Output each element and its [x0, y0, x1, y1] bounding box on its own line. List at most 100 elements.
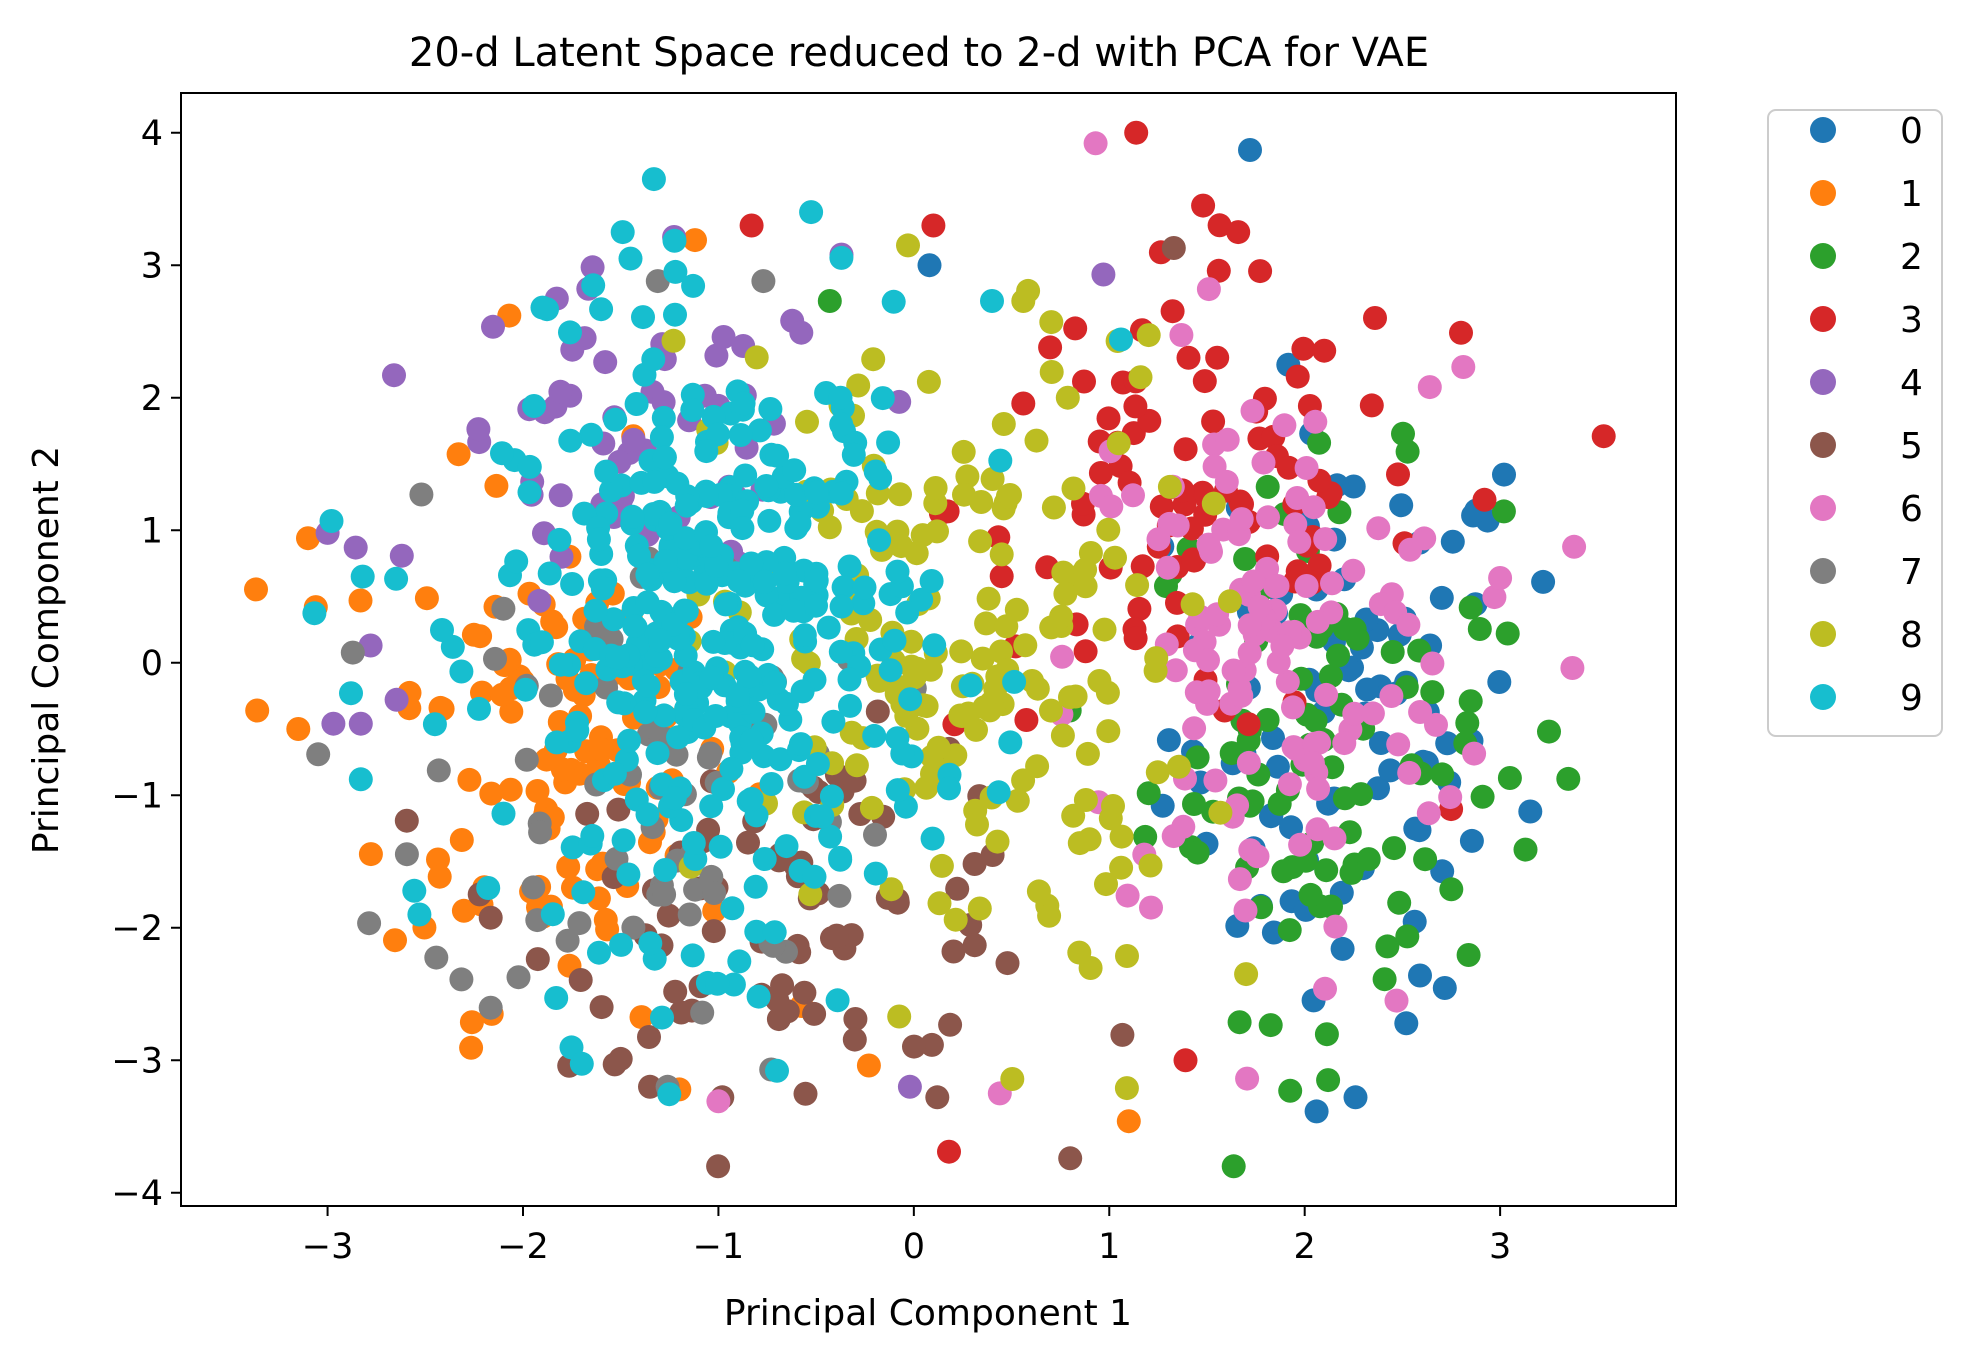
point-series-8	[1096, 517, 1121, 542]
point-series-5	[938, 1012, 963, 1037]
point-series-2	[1221, 1154, 1246, 1179]
point-series-2	[1458, 595, 1483, 620]
point-series-8	[1037, 903, 1062, 928]
point-series-9	[878, 658, 903, 683]
point-series-4	[548, 379, 573, 404]
point-series-3	[1591, 424, 1616, 449]
y-tick-label: 4	[141, 114, 163, 154]
point-series-9	[476, 876, 501, 900]
point-series-5	[1161, 236, 1186, 260]
point-series-3	[1248, 259, 1273, 284]
point-series-4	[621, 427, 646, 452]
point-series-8	[1092, 617, 1117, 642]
point-series-6	[1408, 700, 1433, 724]
point-series-3	[1073, 639, 1098, 664]
point-series-1	[479, 781, 504, 806]
point-series-8	[844, 753, 869, 778]
point-series-8	[1208, 800, 1233, 825]
point-series-9	[739, 551, 764, 576]
point-series-6	[1099, 494, 1124, 519]
legend-label-6: 6	[1900, 489, 1923, 530]
legend-label-8: 8	[1900, 615, 1923, 656]
point-series-8	[976, 586, 1001, 611]
point-series-8	[972, 695, 997, 720]
point-series-8	[968, 529, 993, 554]
point-series-1	[358, 842, 383, 867]
point-series-8	[1143, 658, 1168, 683]
x-tick-label: 1	[1098, 1227, 1120, 1267]
point-series-9	[752, 847, 777, 871]
point-series-1	[525, 779, 550, 803]
point-series-4	[343, 535, 368, 560]
point-series-8	[1109, 824, 1134, 849]
point-series-6	[1233, 898, 1258, 923]
x-axis-label: Principal Component 1	[724, 1293, 1132, 1334]
point-series-5	[793, 1081, 818, 1106]
point-series-5	[1110, 1022, 1135, 1047]
point-series-2	[1278, 1078, 1303, 1103]
point-series-2	[1387, 890, 1412, 915]
legend-marker-6	[1810, 495, 1836, 521]
point-series-3	[1192, 369, 1217, 394]
point-series-1	[286, 717, 311, 741]
point-series-9	[768, 747, 793, 772]
point-series-5	[706, 1154, 731, 1179]
point-series-9	[720, 896, 745, 921]
y-tick-label: −3	[111, 1041, 163, 1081]
point-series-1	[383, 928, 407, 953]
point-series-1	[856, 1053, 881, 1078]
point-series-9	[674, 599, 699, 624]
point-series-9	[649, 425, 674, 450]
point-series-5	[589, 995, 614, 1020]
point-series-5	[637, 1025, 661, 1049]
point-series-6	[1384, 988, 1409, 1013]
point-series-8	[998, 483, 1022, 507]
point-series-5	[941, 939, 966, 964]
point-series-1	[245, 698, 270, 723]
point-series-9	[759, 772, 784, 796]
point-series-9	[762, 670, 787, 695]
point-series-6	[1270, 633, 1295, 658]
point-series-7	[491, 596, 516, 621]
point-series-9	[828, 845, 853, 870]
point-series-0	[1343, 1085, 1368, 1110]
point-series-5	[919, 1032, 944, 1057]
point-series-3	[1011, 391, 1036, 416]
point-series-9	[752, 569, 777, 594]
point-series-6	[1366, 516, 1391, 541]
point-series-5	[606, 797, 631, 822]
point-series-3	[1123, 394, 1148, 419]
point-series-9	[583, 598, 608, 623]
point-series-4	[384, 687, 409, 712]
point-series-5	[525, 947, 550, 972]
point-series-9	[988, 448, 1013, 473]
point-series-9	[544, 986, 569, 1010]
point-series-9	[548, 652, 573, 677]
point-series-1	[449, 828, 474, 852]
point-series-8	[1067, 831, 1092, 856]
point-series-9	[762, 920, 787, 945]
point-series-5	[1058, 1146, 1083, 1171]
legend-marker-2	[1810, 243, 1836, 269]
point-series-8	[1013, 633, 1038, 658]
point-series-2	[1495, 621, 1520, 646]
point-series-9	[348, 767, 373, 792]
point-series-6	[1121, 483, 1145, 508]
point-series-3	[1173, 437, 1198, 462]
point-series-1	[427, 864, 452, 889]
point-series-9	[662, 228, 687, 253]
point-series-6	[1342, 701, 1367, 726]
point-series-1	[490, 682, 515, 707]
point-series-8	[889, 534, 914, 559]
point-series-6	[1275, 669, 1300, 694]
point-series-9	[699, 534, 724, 558]
point-series-9	[319, 509, 344, 533]
point-series-6	[1221, 658, 1246, 683]
point-series-6	[1203, 768, 1228, 793]
point-series-6	[1305, 609, 1330, 634]
point-series-8	[1067, 940, 1092, 965]
y-tick-label: −1	[111, 776, 163, 816]
point-series-8	[1039, 360, 1064, 384]
point-series-8	[949, 639, 974, 664]
point-series-9	[825, 988, 850, 1013]
